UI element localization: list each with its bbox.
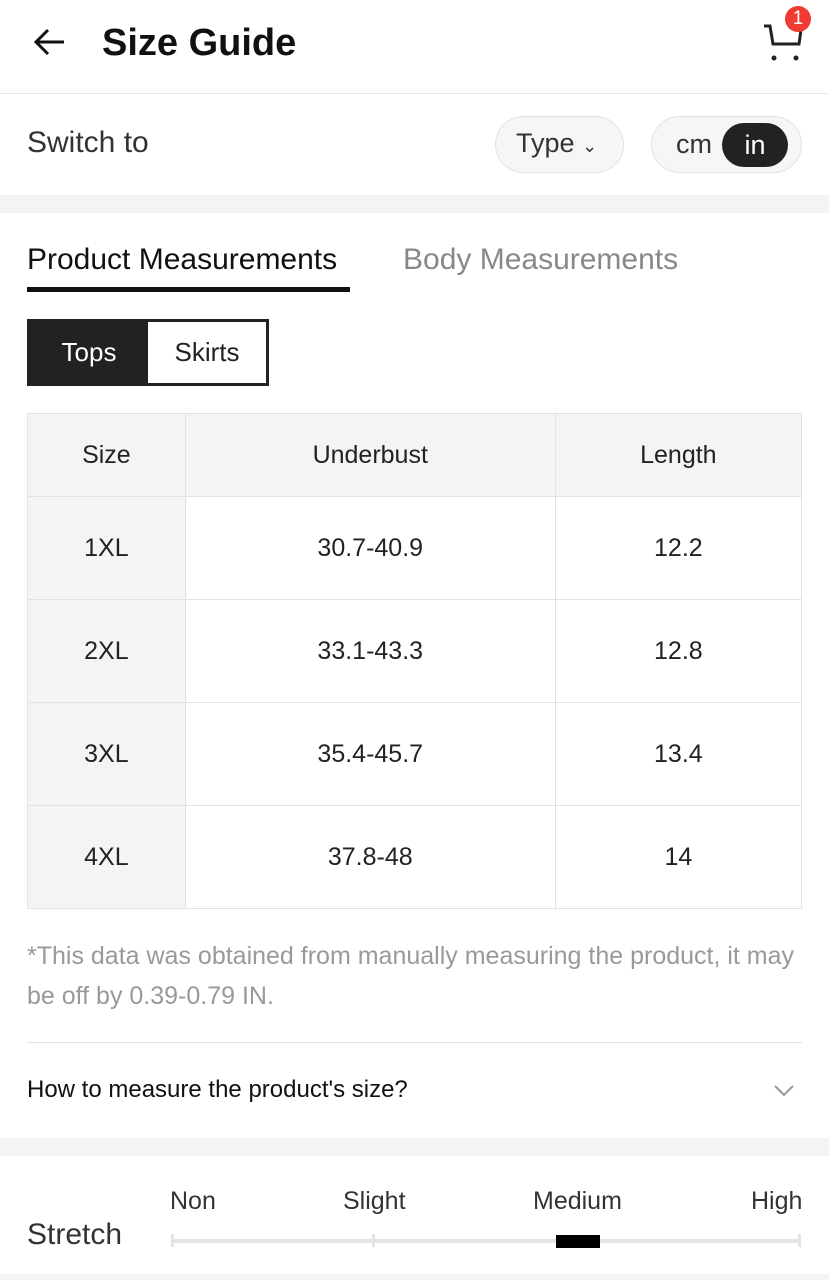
- chevron-down-icon: ⌄: [582, 136, 598, 156]
- switch-label: Switch to: [27, 126, 149, 159]
- stretch-level-medium: Medium: [533, 1187, 622, 1215]
- underbust-cell: 30.7-40.9: [184, 496, 556, 600]
- tab-product-measurements[interactable]: Product Measurements: [27, 243, 338, 276]
- type-label: Type: [516, 128, 575, 158]
- how-to-measure-link[interactable]: How to measure the product's size?: [27, 1076, 408, 1103]
- stretch-level-high: High: [751, 1187, 803, 1215]
- unit-toggle[interactable]: cm in: [651, 116, 802, 173]
- size-table: Size Underbust Length 1XL 30.7-40.9 12.2 2…: [27, 413, 803, 909]
- table-header: Size Underbust Length: [27, 413, 803, 497]
- underbust-cell: 35.4-45.7: [184, 702, 556, 806]
- type-dropdown[interactable]: Type ⌄: [495, 116, 624, 173]
- header-length: Length: [554, 413, 803, 497]
- divider: [0, 195, 829, 213]
- table-row: 3XL 35.4-45.7 13.4: [27, 702, 803, 806]
- divider: [0, 1138, 829, 1156]
- size-cell: 1XL: [27, 496, 186, 600]
- active-tab-underline: [27, 287, 350, 292]
- header-size: Size: [27, 413, 186, 497]
- table-row: 4XL 37.8-48 14: [27, 805, 803, 909]
- header: Size Guide 1: [0, 0, 829, 94]
- page-title: Size Guide: [102, 22, 297, 64]
- header-underbust: Underbust: [184, 413, 556, 497]
- tab-body-measurements[interactable]: Body Measurements: [403, 243, 679, 276]
- length-cell: 13.4: [554, 702, 803, 806]
- length-cell: 12.8: [554, 599, 803, 703]
- stretch-indicator: [556, 1235, 600, 1248]
- length-cell: 12.2: [554, 496, 803, 600]
- divider: [0, 1274, 829, 1280]
- size-cell: 3XL: [27, 702, 186, 806]
- stretch-label: Stretch: [27, 1218, 123, 1251]
- size-cell: 2XL: [27, 599, 186, 703]
- stretch-tick: [372, 1234, 375, 1247]
- chevron-down-icon[interactable]: [772, 1078, 796, 1102]
- category-segment: Tops Skirts: [27, 319, 269, 386]
- stretch-tick: [171, 1234, 174, 1247]
- measurement-note: *This data was obtained from manually me…: [27, 942, 795, 1010]
- cart-icon[interactable]: [760, 18, 806, 64]
- unit-in[interactable]: in: [722, 123, 788, 167]
- table-row: 1XL 30.7-40.9 12.2: [27, 496, 803, 600]
- divider: [27, 1042, 802, 1043]
- segment-skirts[interactable]: Skirts: [174, 337, 240, 367]
- underbust-cell: 37.8-48: [184, 805, 556, 909]
- size-cell: 4XL: [27, 805, 186, 909]
- back-arrow-icon[interactable]: [30, 22, 70, 62]
- segment-tops[interactable]: Tops: [30, 322, 148, 383]
- cart-badge: 1: [785, 6, 811, 32]
- unit-cm[interactable]: cm: [676, 129, 712, 159]
- table-row: 2XL 33.1-43.3 12.8: [27, 599, 803, 703]
- stretch-tick: [798, 1234, 801, 1247]
- stretch-level-non: Non: [170, 1187, 216, 1215]
- stretch-track: [172, 1239, 800, 1243]
- stretch-level-slight: Slight: [343, 1187, 406, 1215]
- underbust-cell: 33.1-43.3: [184, 599, 556, 703]
- length-cell: 14: [554, 805, 803, 909]
